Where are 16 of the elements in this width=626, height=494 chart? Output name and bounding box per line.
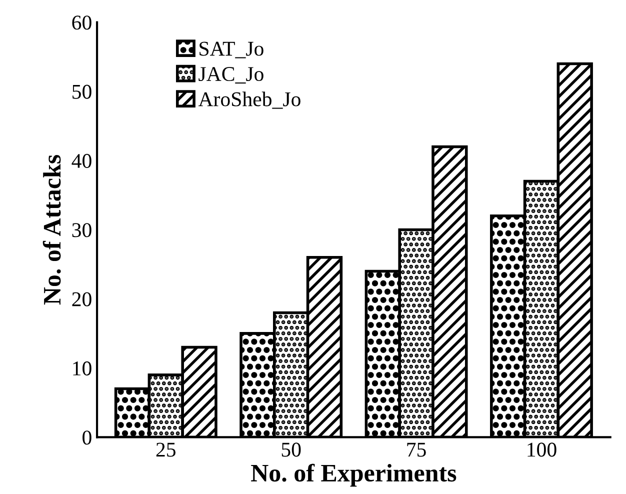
y-tick-label: 40 (72, 154, 92, 168)
y-tick-label: 60 (72, 16, 92, 30)
x-tick-label: 25 (156, 442, 176, 457)
x-tick-label: 50 (282, 442, 301, 457)
y-tick-label: 10 (73, 361, 92, 376)
legend-label: SAT_Jo (200, 42, 264, 58)
y-tick-label: 0 (82, 430, 92, 445)
x-axis-title: No. of Experiments (251, 464, 456, 487)
x-tick-label: 75 (407, 442, 426, 457)
x-tick-label: 100 (528, 442, 556, 457)
y-tick-label: 30 (72, 223, 92, 238)
legend-label: AroSheb_Jo (198, 92, 300, 109)
y-tick-label: 20 (72, 292, 92, 306)
y-axis-title: No. of Attacks (42, 154, 61, 305)
y-tick-label: 50 (72, 84, 92, 99)
legend-label: JAC_Jo (198, 67, 264, 84)
